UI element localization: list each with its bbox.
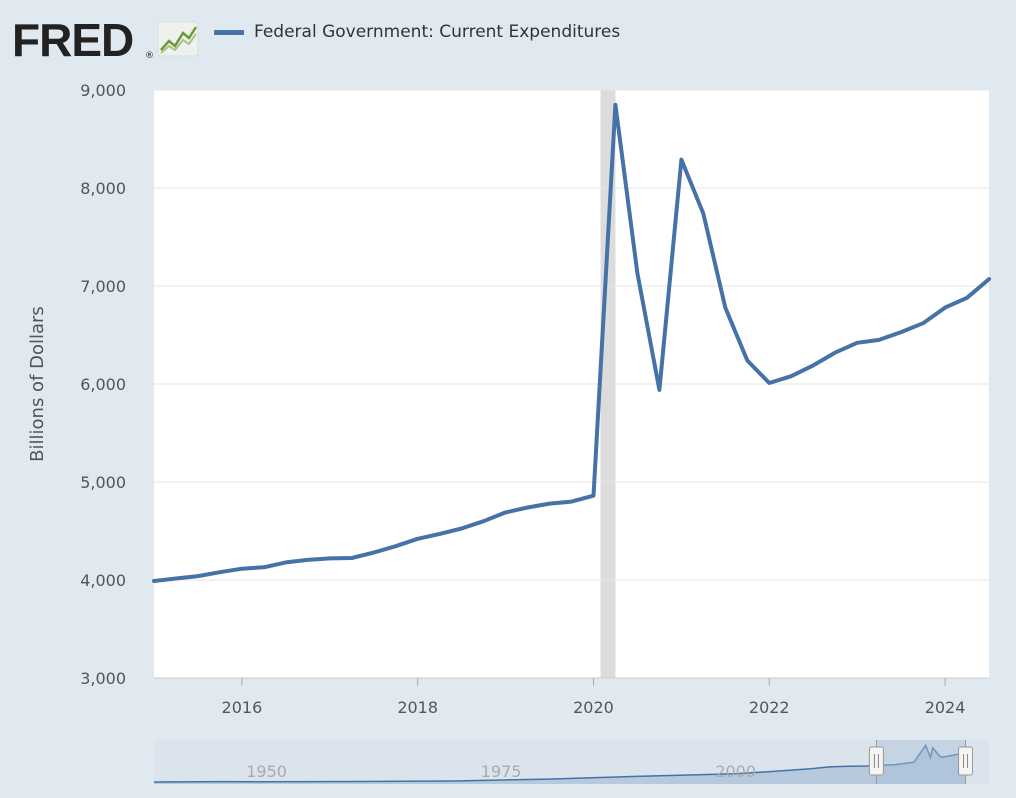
line-graph-icon [157,21,199,57]
y-tick-label: 4,000 [80,571,126,590]
navigator-history-line [153,743,966,783]
data-point[interactable] [570,500,574,504]
series-line[interactable] [152,102,991,583]
fred-logo-text: FRED [12,18,133,60]
data-point[interactable] [240,567,244,571]
data-point[interactable] [504,510,508,514]
data-point[interactable] [372,551,376,555]
data-series[interactable] [152,102,991,583]
data-point[interactable] [284,560,288,564]
data-point[interactable] [877,338,881,342]
data-point[interactable] [416,537,420,541]
data-point[interactable] [526,505,530,509]
navigator-label: 1975 [481,762,522,781]
data-point[interactable] [811,363,815,367]
legend-label: Federal Government: Current Expenditures [254,22,621,42]
fred-logo-graphic: FRED ® [12,14,199,66]
y-tick-label: 9,000 [80,81,126,100]
data-point[interactable] [350,556,354,560]
data-point[interactable] [152,579,156,583]
data-point[interactable] [591,494,595,498]
data-point[interactable] [679,158,683,162]
data-point[interactable] [262,565,266,569]
data-point[interactable] [943,306,947,310]
navigator-label: 2000 [715,762,756,781]
data-point[interactable] [965,296,969,300]
navigator-history-area [154,745,966,784]
data-point[interactable] [613,103,617,107]
data-point[interactable] [855,341,859,345]
range-navigator[interactable]: 1950 1975 2000 [153,740,989,784]
data-point[interactable] [701,211,705,215]
x-tick-label: 2020 [573,698,614,717]
x-axis: 2016 2018 2020 2022 2024 [154,677,989,717]
y-axis-title: Billions of Dollars [27,306,48,462]
data-point[interactable] [921,321,925,325]
y-tick-label: 6,000 [80,375,126,394]
data-point[interactable] [306,558,310,562]
data-point[interactable] [987,277,991,281]
navigator-handle-left[interactable] [868,740,884,784]
navigator-axis-labels: 1950 1975 2000 [246,762,756,781]
chart-legend[interactable]: Federal Government: Current Expenditures [214,22,620,42]
data-point[interactable] [745,358,749,362]
x-tick-label: 2024 [925,698,966,717]
data-point[interactable] [723,306,727,310]
data-point[interactable] [657,388,661,392]
grid-lines [154,89,989,581]
data-point[interactable] [218,570,222,574]
data-point[interactable] [833,351,837,355]
navigator-label: 1950 [246,762,287,781]
navigator-selection[interactable] [876,740,966,784]
data-point[interactable] [196,574,200,578]
y-tick-label: 7,000 [80,277,126,296]
y-tick-label: 5,000 [80,473,126,492]
y-tick-label: 3,000 [80,669,126,688]
data-point[interactable] [174,577,178,581]
x-tick-label: 2018 [397,698,438,717]
y-axis: 3,000 4,000 5,000 6,000 7,000 8,000 9,000 [80,81,126,688]
data-point[interactable] [635,271,639,275]
data-point[interactable] [899,330,903,334]
legend-swatch [214,29,244,35]
x-tick-label: 2022 [749,698,790,717]
data-point[interactable] [328,556,332,560]
data-point[interactable] [438,532,442,536]
fred-logo[interactable]: FRED ® [12,14,207,66]
data-point[interactable] [394,544,398,548]
fred-logo-registered-mark: ® [145,51,154,60]
data-point[interactable] [482,519,486,523]
y-tick-label: 8,000 [80,179,126,198]
data-point[interactable] [548,502,552,506]
data-point[interactable] [789,374,793,378]
navigator-handle-right[interactable] [958,740,974,784]
data-point[interactable] [767,381,771,385]
data-point[interactable] [460,527,464,531]
x-tick-label: 2016 [222,698,263,717]
